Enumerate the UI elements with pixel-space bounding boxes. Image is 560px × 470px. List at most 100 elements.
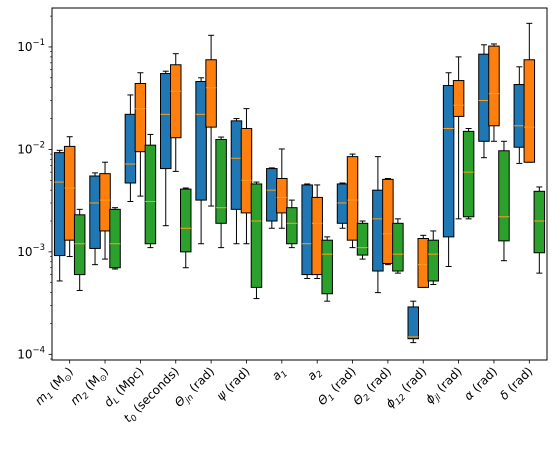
box-body [523,59,536,163]
box-group [89,161,121,270]
box-body [372,189,384,272]
box-orange [63,136,76,258]
box-group [336,153,369,260]
box-orange [170,53,182,172]
box-body [382,178,394,264]
box-body [462,130,475,218]
box-green [109,207,121,270]
box-body [498,150,510,242]
box-orange [134,72,147,197]
box-body [170,64,182,139]
box-body [195,81,207,201]
box-blue [195,77,207,245]
box-blue [266,167,278,229]
box-blue [336,182,349,229]
box-orange [276,148,288,229]
box-body [144,144,157,245]
box-green [356,220,369,260]
box-body [417,238,429,288]
box-body [63,145,76,241]
box-blue [478,44,490,159]
y-tick-label: 10−2 [17,140,45,156]
box-body [427,239,439,282]
box-green [498,140,510,262]
box-groups [53,22,546,344]
box-group [160,53,192,269]
box-group [301,183,333,302]
box-body [311,196,323,276]
box-body [321,239,333,295]
box-orange [452,56,465,220]
box-group [372,156,404,294]
box-green [427,230,439,286]
box-body [286,207,298,245]
box-orange [99,161,111,260]
box-group [195,34,227,249]
box-orange [346,153,359,249]
box-green [73,208,86,291]
box-body [533,190,546,254]
box-blue [89,172,101,266]
y-tick-label: 10−4 [17,345,45,361]
box-body [180,188,192,253]
box-group [266,148,298,249]
box-body [392,222,404,272]
y-tick-label: 10−1 [17,38,45,54]
box-green [286,199,298,249]
box-orange [488,43,500,142]
plot-frame [51,7,548,361]
box-green [321,236,333,302]
box-body [230,120,243,210]
box-group [53,136,86,291]
box-body [336,183,349,224]
box-orange [523,22,536,163]
box-body [53,152,66,257]
box-blue [442,72,455,267]
box-body [124,113,137,184]
box-green [144,133,157,249]
box-green [250,181,263,300]
box-green [533,186,546,274]
box-body [109,208,121,269]
box-body [442,85,455,238]
box-body [452,80,465,117]
box-body [215,138,227,224]
box-body [73,214,86,276]
box-body [346,156,359,241]
box-group [478,43,510,262]
y-tick-label: 10−3 [17,243,45,259]
box-body [89,175,101,249]
box-green [392,218,404,274]
box-body [240,127,253,214]
box-orange [205,34,217,207]
box-green [462,127,475,220]
box-orange [311,184,323,279]
box-body [160,73,172,170]
y-axis: 10−4 10−3 10−2 10−1 [17,15,52,361]
box-orange [417,234,429,288]
box-green [215,136,227,249]
box-orange [382,178,394,266]
box-blue [301,183,313,279]
box-body [134,82,147,153]
box-body [205,59,217,128]
box-body [99,173,111,232]
box-group [513,22,546,274]
box-body [301,184,313,276]
box-blue [407,300,419,344]
box-body [407,306,419,340]
box-green [180,187,192,269]
box-orange [240,108,253,245]
box-group [442,56,475,267]
box-body [513,84,526,148]
box-group [230,108,263,300]
box-body [266,168,278,222]
box-body [356,222,369,256]
box-body [276,178,288,214]
box-group [124,72,157,249]
box-body [478,53,490,142]
box-body [250,183,263,288]
box-group [407,230,439,344]
